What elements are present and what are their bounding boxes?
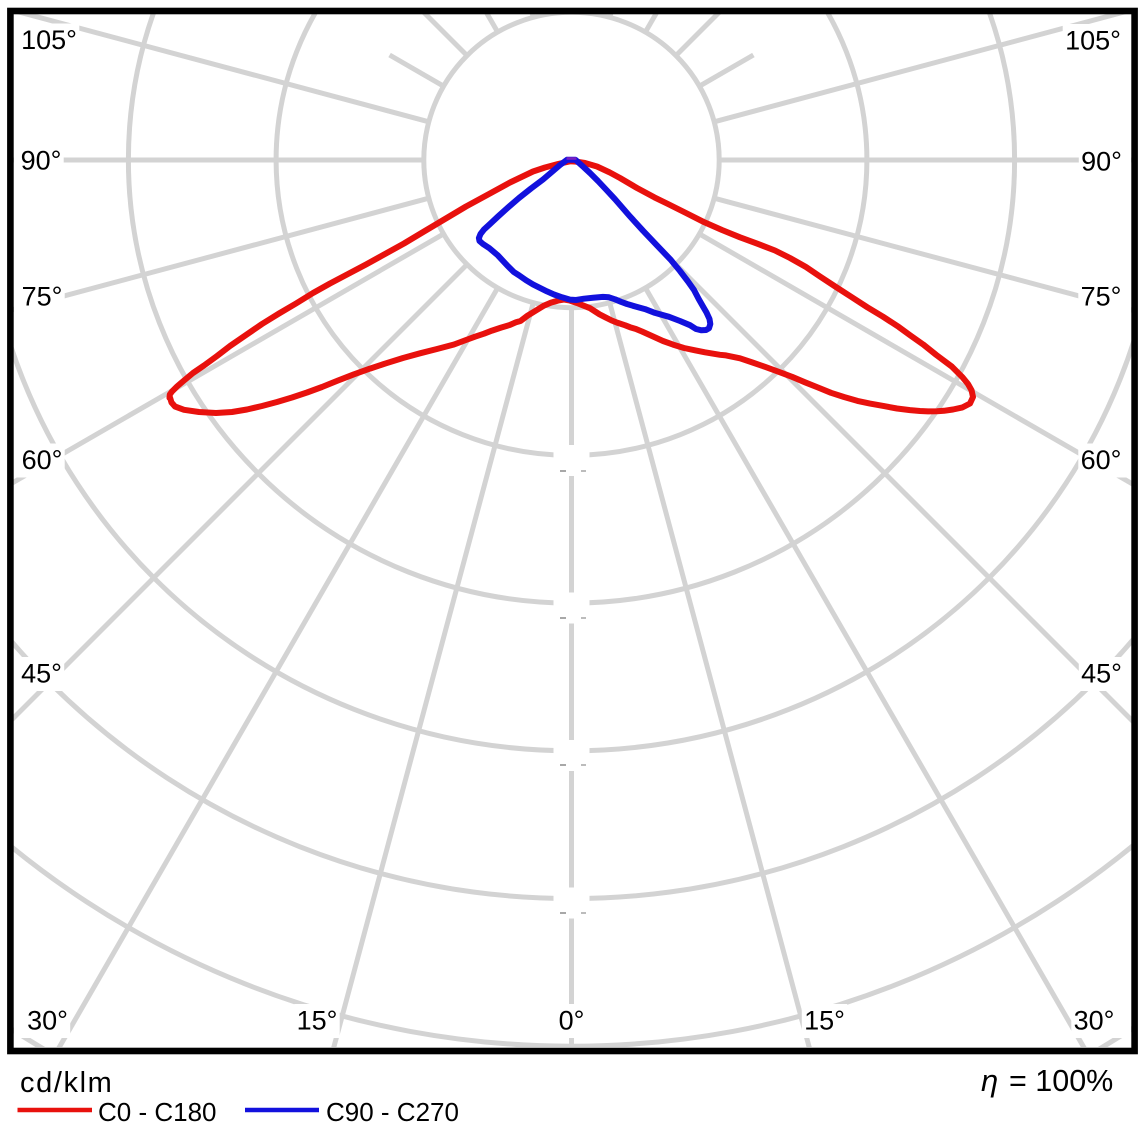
- svg-text:η: η: [981, 1063, 998, 1098]
- svg-text:105°: 105°: [21, 25, 77, 55]
- svg-text:30°: 30°: [27, 1006, 68, 1036]
- svg-text:45°: 45°: [1081, 659, 1122, 689]
- svg-text:90°: 90°: [21, 146, 62, 176]
- svg-text:105°: 105°: [1065, 26, 1121, 56]
- svg-text:75°: 75°: [1081, 282, 1122, 312]
- svg-text:90°: 90°: [1081, 147, 1122, 177]
- svg-text:30°: 30°: [1074, 1006, 1115, 1036]
- svg-text:15°: 15°: [297, 1006, 338, 1036]
- svg-text:C0 - C180: C0 - C180: [98, 1097, 217, 1127]
- svg-text:= 100%: = 100%: [1009, 1064, 1113, 1098]
- svg-text:15°: 15°: [804, 1006, 845, 1036]
- svg-text:60°: 60°: [1081, 445, 1122, 475]
- svg-text:60°: 60°: [22, 445, 63, 475]
- svg-text:0°: 0°: [559, 1006, 585, 1036]
- svg-text:45°: 45°: [21, 659, 62, 689]
- svg-text:75°: 75°: [22, 282, 63, 312]
- svg-text:C90 - C270: C90 - C270: [326, 1097, 459, 1127]
- svg-text:cd/klm: cd/klm: [20, 1067, 113, 1099]
